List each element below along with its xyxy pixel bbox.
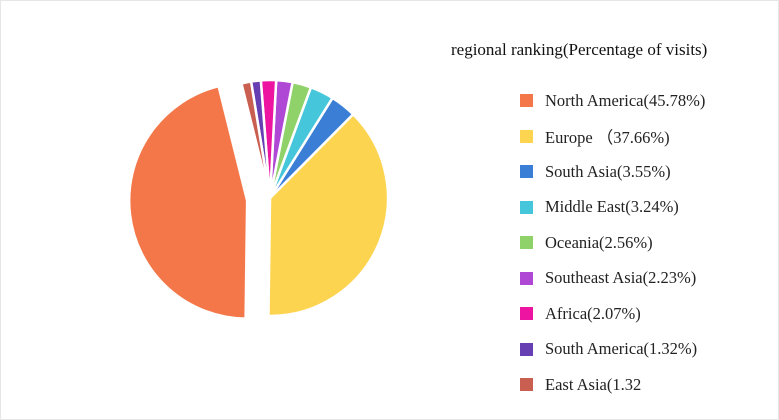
legend-label: Oceania(2.56%) (545, 232, 653, 252)
legend-item-middle-east[interactable]: Middle East(3.24%) (520, 190, 705, 226)
legend-label: Southeast Asia(2.23%) (545, 268, 697, 288)
legend-item-north-america[interactable]: North America(45.78%) (520, 83, 705, 119)
legend-item-oceania[interactable]: Oceania(2.56%) (520, 225, 705, 261)
legend-label: Europe （37.66%) (545, 128, 670, 148)
legend-swatch (520, 342, 533, 356)
legend-label: South Asia(3.55%) (545, 161, 671, 181)
legend-swatch (520, 236, 533, 250)
legend-item-africa[interactable]: Africa(2.07%) (520, 296, 705, 332)
legend-item-south-asia[interactable]: South Asia(3.55%) (520, 154, 705, 190)
pie-slice-europe[interactable] (267, 113, 390, 318)
legend-label: East Asia(1.32 (545, 374, 642, 394)
legend-item-southeast-asia[interactable]: Southeast Asia(2.23%) (520, 261, 705, 297)
legend-label: Middle East(3.24%) (545, 197, 679, 217)
legend-item-europe[interactable]: Europe （37.66%) (520, 119, 705, 155)
legend-label: South America(1.32%) (545, 339, 698, 359)
pie-slice-north-america[interactable] (127, 84, 249, 320)
legend-swatch (520, 200, 533, 214)
pie-slice-east-asia[interactable] (240, 80, 272, 200)
legend-swatch (520, 307, 533, 321)
legend-swatch (520, 129, 533, 143)
legend-swatch (520, 271, 533, 285)
legend-swatch (520, 165, 533, 179)
legend-swatch (520, 378, 533, 392)
legend-title: regional ranking(Percentage of visits) (451, 40, 708, 59)
legend-label: North America(45.78%) (545, 90, 706, 110)
legend-item-south-america[interactable]: South America(1.32%) (520, 332, 705, 368)
legend-item-east-asia[interactable]: East Asia(1.32 (520, 367, 705, 403)
legend: North America(45.78%) Europe （37.66%) So… (520, 83, 705, 403)
legend-label: Africa(2.07%) (545, 303, 641, 323)
legend-swatch (520, 94, 533, 108)
